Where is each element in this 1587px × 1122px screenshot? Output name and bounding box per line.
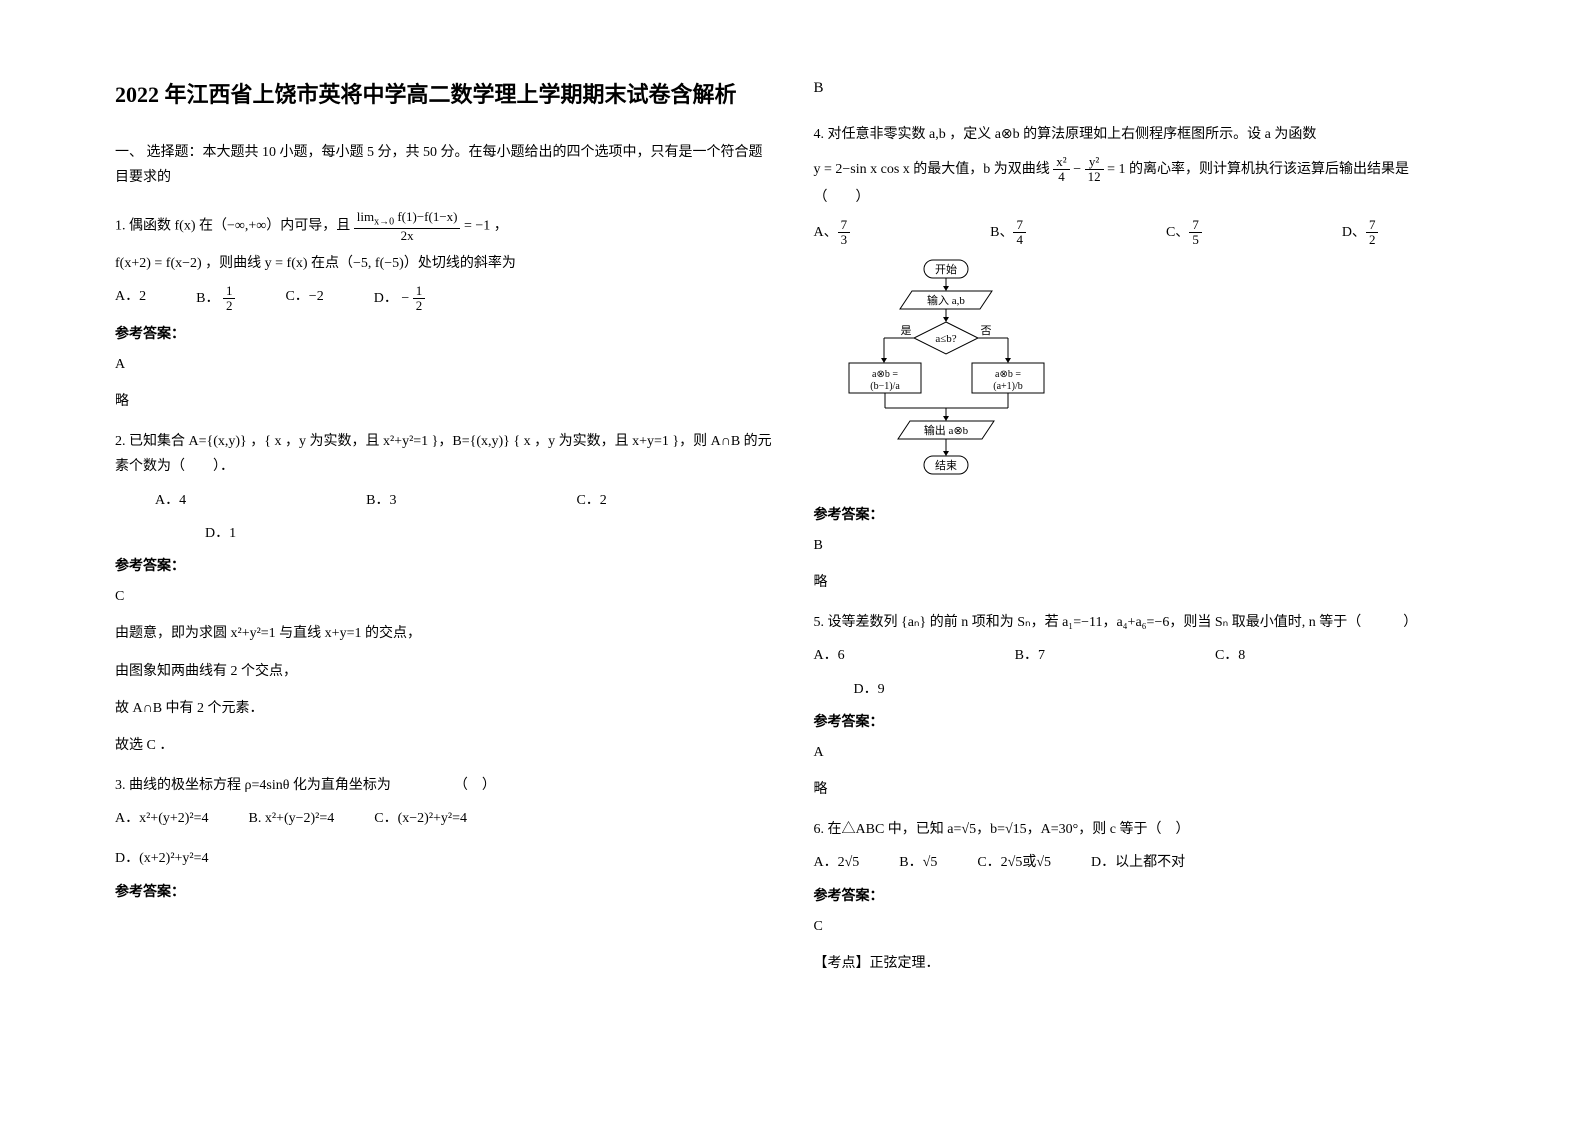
q4-text-b: y = 2−sin x cos x 的最大值，b 为双曲线 bbox=[814, 162, 1050, 177]
q2-explain2: 由图象知两曲线有 2 个交点， bbox=[115, 659, 774, 684]
fc-left-1: a⊗b = bbox=[872, 369, 898, 380]
q6-explain: 【考点】正弦定理． bbox=[814, 951, 1473, 976]
answer-label: 参考答案： bbox=[814, 503, 1473, 528]
fc-right-2: (a+1)/b bbox=[993, 381, 1023, 392]
fc-cond: a≤b? bbox=[935, 333, 956, 345]
left-column: 2022 年江西省上饶市英将中学高二数学理上学期期末试卷含解析 一、 选择题：本… bbox=[95, 75, 794, 1047]
q1-text-c: f(x+2) = f(x−2) ，则曲线 y = f(x) 在点（−5, f(−… bbox=[115, 251, 774, 276]
q5-answer: A bbox=[814, 740, 1473, 765]
q6-opt-c: C．2√5或√5 bbox=[977, 850, 1051, 875]
q4-text-row2: y = 2−sin x cos x 的最大值，b 为双曲线 x²4 − y²12… bbox=[814, 155, 1473, 210]
q2-opt-a: A．4 bbox=[155, 488, 186, 513]
right-column: B 4. 对任意非零实数 a,b ，定义 a⊗b 的算法原理如上右侧程序框图所示… bbox=[794, 75, 1493, 1047]
q2-options-row1: A．4 B．3 C．2 bbox=[115, 488, 774, 513]
q2-opt-b: B．3 bbox=[366, 488, 396, 513]
section-intro: 一、 选择题：本大题共 10 小题，每小题 5 分，共 50 分。在每小题给出的… bbox=[115, 140, 774, 190]
question-4: 4. 对任意非零实数 a,b ，定义 a⊗b 的算法原理如上右侧程序框图所示。设… bbox=[814, 122, 1473, 595]
q1-opt-b: B． 12 bbox=[196, 284, 235, 314]
q6-text: 6. 在△ABC 中，已知 a=√5，b=√15，A=30°，则 c 等于（ ） bbox=[814, 817, 1473, 842]
fc-no: 否 bbox=[980, 325, 991, 337]
answer-label: 参考答案： bbox=[814, 884, 1473, 909]
q2-explain3: 故 A∩B 中有 2 个元素． bbox=[115, 696, 774, 721]
q4-options: A、73 B、74 C、75 D、72 bbox=[814, 218, 1473, 248]
q2-opt-c: C．2 bbox=[576, 488, 606, 513]
frac-num: limx→0 f(1)−f(1−x) bbox=[354, 210, 461, 229]
q3-opt-d: D．(x+2)²+y²=4 bbox=[115, 846, 209, 871]
q4-opt-c: C、75 bbox=[1166, 218, 1202, 248]
q1-opt-d: D． − 12 bbox=[374, 284, 426, 314]
q3-options-row2: D．(x+2)²+y²=4 bbox=[115, 846, 774, 871]
question-1: 1. 偶函数 f(x) 在（−∞,+∞）内可导，且 limx→0 f(1)−f(… bbox=[115, 210, 774, 414]
q4-opt-d: D、72 bbox=[1342, 218, 1379, 248]
fc-yes: 是 bbox=[900, 324, 911, 337]
q3-opt-a: A．x²+(y+2)²=4 bbox=[115, 806, 209, 831]
frac-den: 2x bbox=[354, 229, 461, 243]
q5-opt-c: C．8 bbox=[1215, 643, 1245, 668]
q1-text-b: ， bbox=[494, 219, 508, 234]
q5-opt-a: A．6 bbox=[814, 643, 845, 668]
q4-answer: B bbox=[814, 533, 1473, 558]
q6-opt-a: A．2√5 bbox=[814, 850, 860, 875]
q6-opt-d: D．以上都不对 bbox=[1091, 850, 1185, 875]
q2-explain1: 由题意，即为求圆 x²+y²=1 与直线 x+y=1 的交点， bbox=[115, 621, 774, 646]
answer-label: 参考答案： bbox=[814, 710, 1473, 735]
fc-output: 输出 a⊗b bbox=[923, 423, 968, 437]
q4-text-a: 4. 对任意非零实数 a,b ，定义 a⊗b 的算法原理如上右侧程序框图所示。设… bbox=[814, 122, 1473, 147]
q2-opt-d: D．1 bbox=[205, 526, 236, 541]
q1-limit: limx→0 f(1)−f(1−x) 2x bbox=[354, 210, 461, 243]
q3-opt-c: C．(x−2)²+y²=4 bbox=[374, 806, 467, 831]
q2-answer: C bbox=[115, 584, 774, 609]
q1-opt-c: C．−2 bbox=[285, 284, 323, 314]
q6-answer: C bbox=[814, 914, 1473, 939]
q3-opt-b: B. x²+(y−2)²=4 bbox=[249, 806, 335, 831]
question-6: 6. 在△ABC 中，已知 a=√5，b=√15，A=30°，则 c 等于（ ）… bbox=[814, 817, 1473, 976]
q2-explain4: 故选 C ． bbox=[115, 733, 774, 758]
q5-opt-d: D．9 bbox=[854, 682, 885, 697]
flowchart-svg: 开始 输入 a,b a≤b? 是 否 bbox=[844, 258, 1074, 493]
q1-opt-a: A．2 bbox=[115, 284, 146, 314]
q1-explain: 略 bbox=[115, 389, 774, 414]
q5-text: 5. 设等差数列 {aₙ} 的前 n 项和为 Sₙ，若 a₁=−11，a₄+a₆… bbox=[814, 610, 1473, 635]
q1-options: A．2 B． 12 C．−2 D． − 12 bbox=[115, 284, 774, 314]
q3-answer: B bbox=[814, 75, 1473, 102]
fc-start: 开始 bbox=[935, 262, 957, 276]
q4-explain: 略 bbox=[814, 570, 1473, 595]
answer-label: 参考答案： bbox=[115, 322, 774, 347]
q6-opt-b: B．√5 bbox=[899, 850, 937, 875]
question-5: 5. 设等差数列 {aₙ} 的前 n 项和为 Sₙ，若 a₁=−11，a₄+a₆… bbox=[814, 610, 1473, 802]
flowchart: 开始 输入 a,b a≤b? 是 否 bbox=[844, 258, 1473, 493]
q1-answer: A bbox=[115, 352, 774, 377]
q1-text: 1. 偶函数 f(x) 在（−∞,+∞）内可导，且 limx→0 f(1)−f(… bbox=[115, 210, 774, 243]
eq-neg1: = −1 bbox=[464, 219, 490, 234]
q2-text: 2. 已知集合 A={(x,y)} ，{ x ，y 为实数，且 x²+y²=1 … bbox=[115, 429, 774, 479]
q5-explain: 略 bbox=[814, 777, 1473, 802]
answer-label: 参考答案： bbox=[115, 554, 774, 579]
question-2: 2. 已知集合 A={(x,y)} ，{ x ，y 为实数，且 x²+y²=1 … bbox=[115, 429, 774, 758]
q3-text: 3. 曲线的极坐标方程 ρ=4sinθ 化为直角坐标为 （ ） bbox=[115, 773, 774, 798]
answer-label: 参考答案： bbox=[115, 880, 774, 905]
fc-left-2: (b−1)/a bbox=[870, 381, 900, 392]
q4-opt-b: B、74 bbox=[990, 218, 1026, 248]
q6-options: A．2√5 B．√5 C．2√5或√5 D．以上都不对 bbox=[814, 850, 1473, 875]
q3-options-row1: A．x²+(y+2)²=4 B. x²+(y−2)²=4 C．(x−2)²+y²… bbox=[115, 806, 774, 831]
question-3: 3. 曲线的极坐标方程 ρ=4sinθ 化为直角坐标为 （ ） A．x²+(y+… bbox=[115, 773, 774, 905]
fc-right-1: a⊗b = bbox=[995, 369, 1021, 380]
q5-options-row1: A．6 B．7 C．8 bbox=[814, 643, 1473, 668]
q5-opt-b: B．7 bbox=[1015, 643, 1045, 668]
fc-input: 输入 a,b bbox=[927, 293, 965, 307]
q1-text-a: 1. 偶函数 f(x) 在（−∞,+∞）内可导，且 bbox=[115, 219, 350, 234]
exam-title: 2022 年江西省上饶市英将中学高二数学理上学期期末试卷含解析 bbox=[115, 75, 774, 115]
fc-end: 结束 bbox=[935, 459, 957, 472]
q4-opt-a: A、73 bbox=[814, 218, 851, 248]
